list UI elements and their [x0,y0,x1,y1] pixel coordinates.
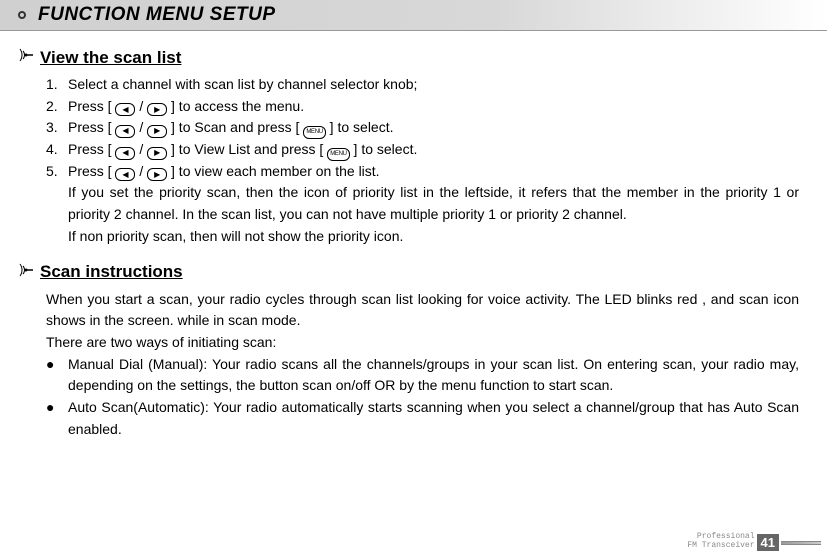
right-key-icon: ▶ [147,103,167,116]
bullet-list: ● Manual Dial (Manual): Your radio scans… [46,354,799,441]
footer-bar-icon [781,541,821,545]
left-key-icon: ◀ [115,147,135,160]
section-2-head: Scan instructions [18,262,799,283]
menu-key-icon: MENU [303,126,325,139]
content-area: View the scan list 1. Select a channel w… [0,31,827,440]
left-key-icon: ◀ [115,125,135,138]
bullet-item: ● Manual Dial (Manual): Your radio scans… [46,354,799,397]
right-key-icon: ▶ [147,147,167,160]
left-key-icon: ◀ [115,103,135,116]
step-row: 3. Press [ ◀ / ▶ ] to Scan and press [ M… [46,117,799,139]
bullet-item: ● Auto Scan(Automatic): Your radio autom… [46,397,799,440]
footer-line-2: FM Transceiver [687,542,754,551]
footer-label: Professional FM Transceiver [687,533,754,551]
bullet-text: Manual Dial (Manual): Your radio scans a… [68,354,799,397]
step-number: 2. [46,96,68,118]
step-row: 4. Press [ ◀ / ▶ ] to View List and pres… [46,139,799,161]
bullet-text: Auto Scan(Automatic): Your radio automat… [68,397,799,440]
step-text: Select a channel with scan list by chann… [68,74,799,96]
menu-key-icon: MENU [327,148,349,161]
step-row: 5. Press [ ◀ / ▶ ] to view each member o… [46,161,799,183]
header-bar: FUNCTION MENU SETUP [0,0,827,31]
step-note-1: If you set the priority scan, then the i… [68,182,799,225]
signal-icon [18,47,34,68]
step-number: 4. [46,139,68,161]
right-key-icon: ▶ [147,168,167,181]
step-number: 5. [46,161,68,183]
step-text: Press [ ◀ / ▶ ] to Scan and press [ MENU… [68,117,799,139]
section-1-head: View the scan list [18,47,799,68]
bullet-icon: ● [46,354,68,397]
footer: Professional FM Transceiver 41 [687,533,821,551]
page-number: 41 [757,534,779,551]
signal-icon [18,262,34,283]
step-row: 1. Select a channel with scan list by ch… [46,74,799,96]
section-1-title: View the scan list [40,48,181,68]
section-2-intro-1: When you start a scan, your radio cycles… [46,289,799,332]
right-key-icon: ▶ [147,125,167,138]
header-bullet-icon [18,11,26,19]
step-row: 2. Press [ ◀ / ▶ ] to access the menu. [46,96,799,118]
step-text: Press [ ◀ / ▶ ] to view each member on t… [68,161,799,183]
section-2-intro-2: There are two ways of initiating scan: [46,332,799,354]
page-title: FUNCTION MENU SETUP [38,4,276,26]
bullet-icon: ● [46,397,68,440]
step-text: Press [ ◀ / ▶ ] to View List and press [… [68,139,799,161]
step-note-2: If non priority scan, then will not show… [68,226,799,248]
step-text: Press [ ◀ / ▶ ] to access the menu. [68,96,799,118]
left-key-icon: ◀ [115,168,135,181]
step-number: 1. [46,74,68,96]
section-2-title: Scan instructions [40,262,183,282]
steps-list: 1. Select a channel with scan list by ch… [46,74,799,248]
step-number: 3. [46,117,68,139]
